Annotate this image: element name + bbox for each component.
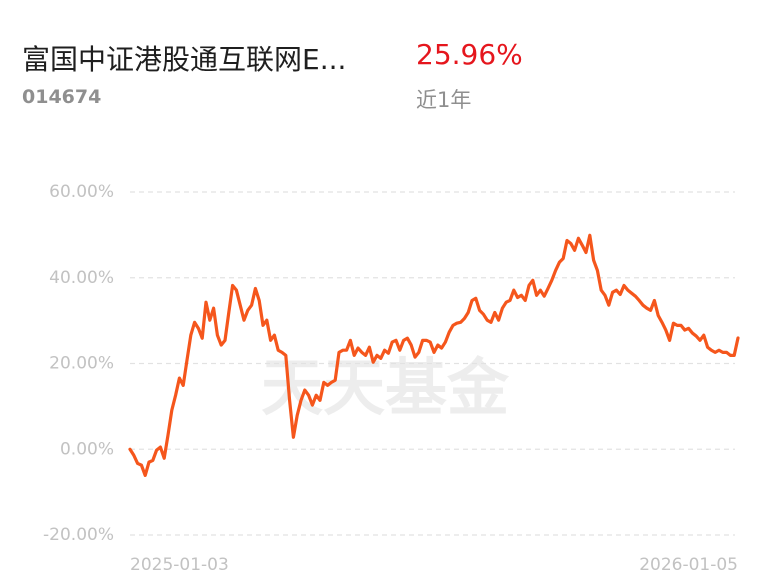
- x-tick-label: 2025-01-03: [130, 555, 229, 575]
- y-tick-label: 0.00%: [60, 439, 114, 459]
- return-value: 25.96%: [416, 38, 523, 71]
- fund-code: 014674: [22, 86, 102, 108]
- y-tick-label: -20.00%: [43, 525, 114, 545]
- period-label: 近1年: [416, 88, 472, 112]
- y-tick-label: 60.00%: [49, 182, 114, 202]
- x-tick-label: 2026-01-05: [639, 555, 738, 575]
- fund-name: 富国中证港股通互联网E...: [22, 43, 347, 76]
- y-tick-label: 40.00%: [49, 268, 114, 288]
- y-tick-label: 20.00%: [49, 354, 114, 374]
- line-series: [128, 233, 740, 477]
